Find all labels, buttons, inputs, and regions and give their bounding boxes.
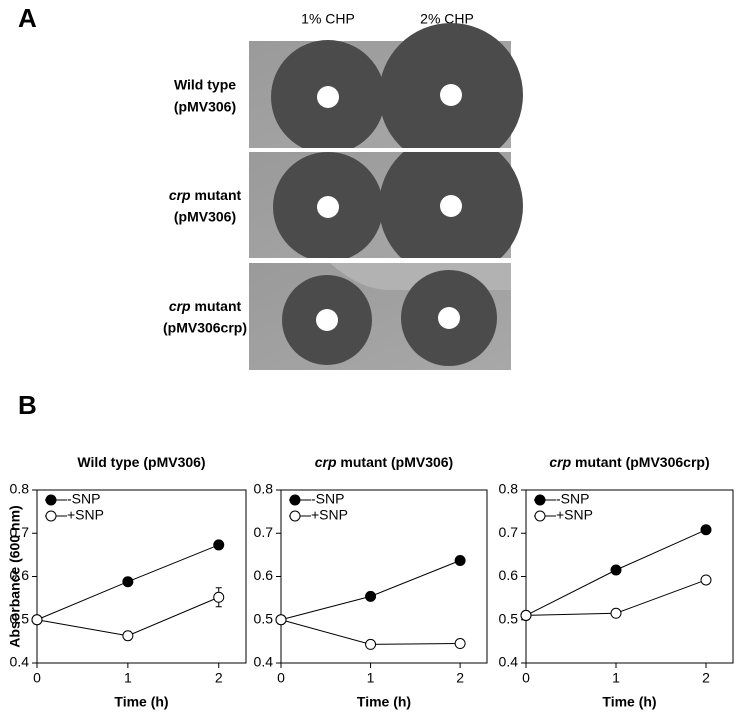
row-label: (pMV306) <box>174 209 236 225</box>
x-tick-label: 1 <box>367 670 375 686</box>
y-tick-label: 0.5 <box>10 610 30 626</box>
y-tick-label: 0.8 <box>10 481 30 497</box>
x-tick-label: 1 <box>612 670 620 686</box>
chart-title: crp mutant (pMV306) <box>315 454 453 470</box>
data-point <box>365 590 377 602</box>
legend-marker <box>534 494 546 506</box>
y-tick-label: 0.5 <box>254 610 274 626</box>
y-tick-label: 0.4 <box>254 654 274 670</box>
x-tick-label: 1 <box>124 670 132 686</box>
series-line <box>280 560 461 621</box>
row-label-rest: mutant <box>191 187 242 203</box>
row-label-italic: crp <box>169 298 191 314</box>
chart-title: crp mutant (pMV306crp) <box>549 454 709 470</box>
chart-title-rest: mutant (pMV306crp) <box>571 454 709 470</box>
data-point <box>122 630 134 642</box>
row-label: crp mutant <box>169 298 242 314</box>
x-tick-label: 2 <box>702 670 710 686</box>
data-point <box>213 539 225 551</box>
x-axis-label: Time (h) <box>602 694 656 710</box>
legend-label: -SNP <box>311 491 344 507</box>
chart-title-italic: crp <box>549 454 571 470</box>
data-point <box>454 638 466 650</box>
plate-photo <box>249 23 523 167</box>
data-point <box>275 614 287 626</box>
legend-label: -SNP <box>67 491 100 507</box>
row-label: (pMV306crp) <box>163 320 247 336</box>
legend-marker <box>534 510 546 522</box>
y-tick-label: 0.4 <box>499 654 519 670</box>
row-label-italic: crp <box>169 187 191 203</box>
panel-label: B <box>18 390 37 420</box>
legend-marker <box>45 494 57 506</box>
row-label: crp mutant <box>169 187 242 203</box>
series-line <box>36 596 219 637</box>
legend-label: +SNP <box>556 507 593 523</box>
x-axis-label: Time (h) <box>357 694 411 710</box>
legend-marker <box>289 510 301 522</box>
plate-photo <box>249 134 523 278</box>
y-axis-label: Absorbance (600 nm) <box>7 505 23 647</box>
data-point <box>700 524 712 536</box>
x-tick-label: 0 <box>522 670 530 686</box>
data-point <box>700 574 712 586</box>
y-tick-label: 0.5 <box>499 610 519 626</box>
x-tick-label: 0 <box>277 670 285 686</box>
chart-title: Wild type (pMV306) <box>77 454 205 470</box>
row-label: (pMV306) <box>174 99 236 115</box>
x-tick-label: 2 <box>456 670 464 686</box>
chart-title-rest: mutant (pMV306) <box>337 454 454 470</box>
column-label: 2% CHP <box>420 11 474 27</box>
data-point <box>365 638 377 650</box>
y-tick-label: 0.4 <box>10 654 30 670</box>
plate-photo <box>249 263 511 370</box>
legend-marker <box>289 494 301 506</box>
panel-label: A <box>18 3 37 33</box>
column-label: 1% CHP <box>301 11 355 27</box>
data-point <box>454 554 466 566</box>
x-axis-label: Time (h) <box>114 694 168 710</box>
y-tick-label: 0.7 <box>254 524 274 540</box>
legend-label: +SNP <box>67 507 104 523</box>
legend-marker <box>45 510 57 522</box>
data-point <box>610 564 622 576</box>
y-tick-label: 0.6 <box>254 567 274 583</box>
y-tick-label: 0.8 <box>254 481 274 497</box>
legend-label: -SNP <box>556 491 589 507</box>
data-point <box>31 614 43 626</box>
data-point <box>520 609 532 621</box>
y-tick-label: 0.7 <box>499 524 519 540</box>
x-tick-label: 2 <box>215 670 223 686</box>
chart-title-rest: Wild type (pMV306) <box>77 454 205 470</box>
y-tick-label: 0.6 <box>499 567 519 583</box>
legend-label: +SNP <box>311 507 348 523</box>
data-point <box>122 576 134 588</box>
y-tick-label: 0.6 <box>10 567 30 583</box>
y-tick-label: 0.8 <box>499 481 519 497</box>
row-label: Wild type <box>174 77 236 93</box>
row-label-rest: mutant <box>191 298 242 314</box>
data-point <box>610 607 622 619</box>
chart-title-italic: crp <box>315 454 337 470</box>
x-tick-label: 0 <box>33 670 41 686</box>
data-point <box>213 591 225 603</box>
y-tick-label: 0.7 <box>10 524 30 540</box>
